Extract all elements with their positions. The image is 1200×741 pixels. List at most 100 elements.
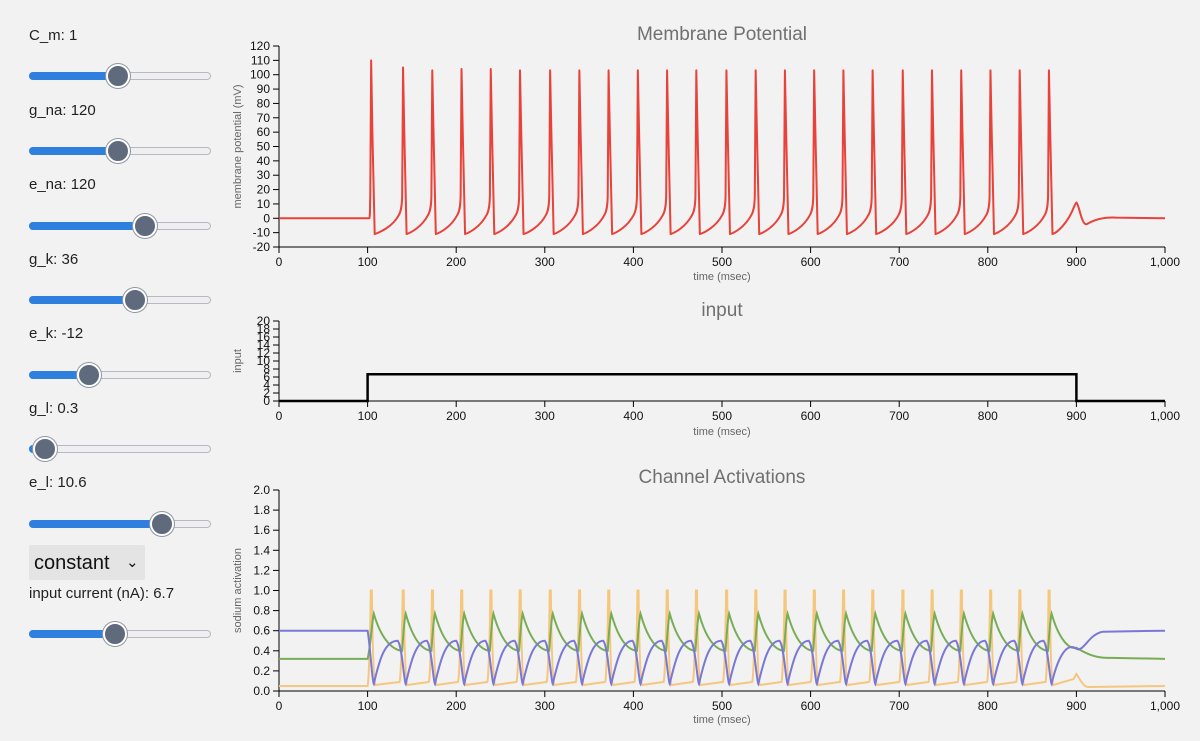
x-tick-label: 0 [276,699,283,713]
input-current-slider[interactable] [29,621,211,647]
x-tick-label: 200 [446,699,466,713]
y-tick-label: -20 [253,240,271,254]
y-tick-label: 4 [263,378,270,392]
x-tick-label: 200 [446,409,466,423]
chart-title: Membrane Potential [637,24,807,45]
slider-fill [29,520,162,528]
y-tick-label: 1.2 [253,563,270,577]
x-axis-label: time (msec) [693,271,750,283]
y-axis-label: sodium activation [232,548,244,633]
y-tick-label: 1.4 [253,543,270,557]
y-tick-label: 6 [263,370,270,384]
x-tick-label: 700 [889,699,909,713]
gk-label: g_k: 36 [29,251,79,268]
x-axis-label: time (msec) [693,426,750,438]
x-tick-label: 500 [712,255,732,269]
gna-label: g_na: 120 [29,102,96,119]
x-tick-label: 800 [978,409,998,423]
chart-1: Membrane Potential 0 100 200 300 400 500 600 700… [232,24,1180,283]
x-tick-label: 1,000 [1150,409,1180,423]
y-tick-label: 14 [257,338,271,352]
x-tick-label: 100 [358,255,378,269]
y-tick-label: 120 [250,39,270,53]
membrane-potential-line [279,59,1166,236]
slider-fill [29,72,119,80]
x-tick-label: 700 [889,255,909,269]
gl-slider[interactable] [29,436,211,462]
x-tick-label: 700 [889,409,909,423]
x-tick-label: 600 [801,409,821,423]
slider-thumb[interactable] [122,288,147,312]
slider-fill [29,222,146,230]
chart-title: Channel Activations [639,467,806,488]
ek-label: e_k: -12 [29,325,84,342]
slider-thumb[interactable] [77,363,102,387]
x-tick-label: 200 [446,255,466,269]
sodium-h-line [279,629,1166,687]
y-tick-label: 0.0 [253,684,270,698]
ena-slider[interactable] [29,213,211,239]
el-slider[interactable] [29,511,211,537]
chart-title: input [701,300,743,321]
x-tick-label: 400 [623,699,643,713]
slider-thumb[interactable] [149,512,174,536]
x-tick-label: 900 [1066,409,1086,423]
y-tick-label: 0 [263,394,270,408]
slider-fill [29,147,119,155]
x-tick-label: 500 [712,699,732,713]
ek-slider[interactable] [29,362,211,388]
y-tick-label: 0.6 [253,624,270,638]
x-tick-label: 0 [276,409,283,423]
y-axis-label: input [232,349,244,373]
slider-thumb[interactable] [106,139,131,163]
y-tick-label: 20 [257,314,271,328]
x-tick-label: 400 [623,255,643,269]
x-tick-label: 900 [1066,699,1086,713]
y-axis-label: membrane potential (mV) [232,84,244,208]
x-tick-label: 100 [358,699,378,713]
x-tick-label: 300 [535,255,555,269]
x-tick-label: 1,000 [1150,255,1180,269]
y-tick-label: 10 [257,197,271,211]
y-tick-label: 0.8 [253,604,270,618]
slider-fill [29,630,115,638]
y-tick-label: 2 [263,386,270,400]
y-tick-label: 40 [257,154,271,168]
x-tick-label: 0 [276,255,283,269]
y-tick-label: 50 [257,140,271,154]
slider-thumb[interactable] [33,437,58,461]
x-tick-label: 300 [535,699,555,713]
y-tick-label: 1.8 [253,503,270,517]
x-tick-label: 900 [1066,255,1086,269]
y-tick-label: 16 [257,330,271,344]
slider-thumb[interactable] [102,622,127,646]
input-type-select[interactable]: constant ⌄ [29,545,145,580]
x-tick-label: 1,000 [1150,699,1180,713]
y-tick-label: 60 [257,125,271,139]
el-label: e_l: 10.6 [29,474,87,491]
gna-slider[interactable] [29,138,211,164]
y-tick-label: 0.4 [253,644,270,658]
y-tick-label: 1.0 [253,584,270,598]
y-tick-label: 12 [257,346,271,360]
x-tick-label: 600 [801,255,821,269]
y-tick-label: 100 [250,68,270,82]
potassium-n-line [279,609,1166,660]
slider-fill [29,371,90,379]
y-tick-label: 70 [257,111,271,125]
cm-slider[interactable] [29,63,211,89]
slider-fill [29,296,135,304]
slider-thumb[interactable] [133,214,158,238]
y-tick-label: 110 [251,53,270,67]
slider-thumb[interactable] [106,64,131,88]
x-tick-label: 800 [978,255,998,269]
x-tick-label: 400 [623,409,643,423]
y-tick-label: 2.0 [253,483,270,497]
ena-label: e_na: 120 [29,176,96,193]
cm-label: C_m: 1 [29,27,78,44]
gk-slider[interactable] [29,287,211,313]
y-tick-label: 10 [257,354,271,368]
x-tick-label: 300 [535,409,555,423]
